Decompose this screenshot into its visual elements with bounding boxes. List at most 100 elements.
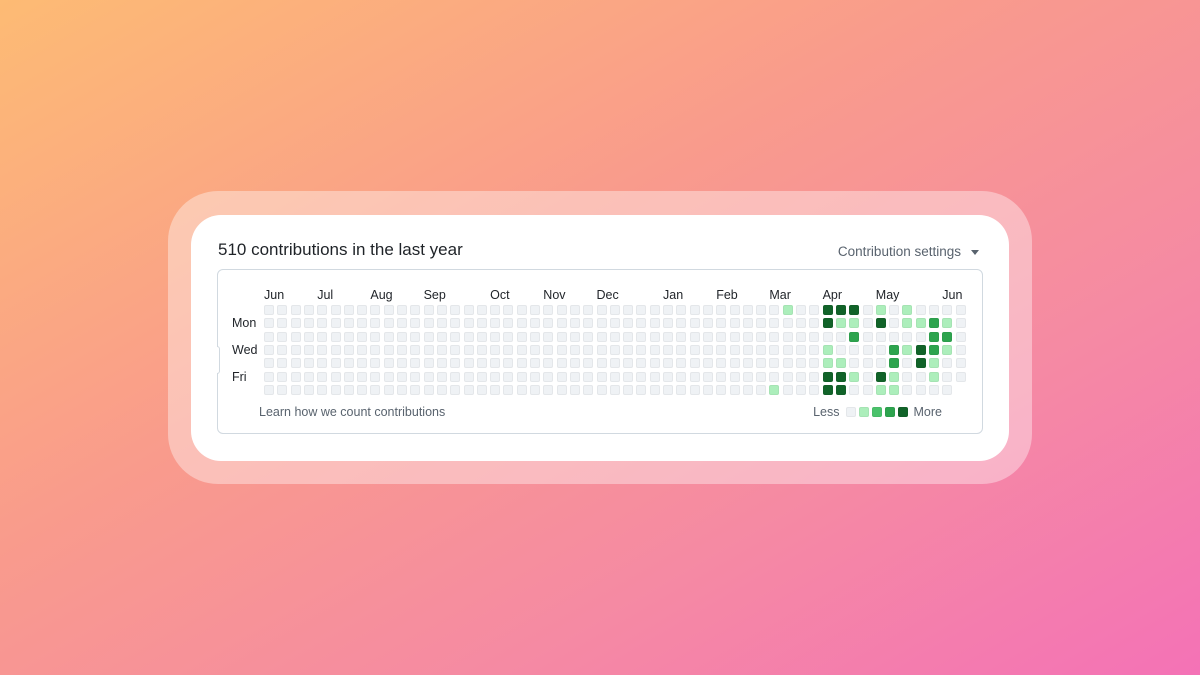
contribution-day-cell[interactable] [343,318,354,329]
contribution-day-cell[interactable] [463,305,474,315]
contribution-day-cell[interactable] [955,344,966,355]
contribution-day-cell[interactable] [663,344,673,355]
contribution-day-cell[interactable] [463,384,474,395]
contribution-day-cell[interactable] [942,318,953,329]
contribution-day-cell[interactable] [623,384,634,395]
contribution-day-cell[interactable] [264,344,274,355]
contribution-day-cell[interactable] [450,305,461,315]
contribution-day-cell[interactable] [490,318,501,329]
contribution-day-cell[interactable] [370,344,381,355]
contribution-day-cell[interactable] [849,318,860,329]
contribution-day-cell[interactable] [303,305,314,315]
contribution-day-cell[interactable] [370,305,381,315]
contribution-day-cell[interactable] [929,371,939,382]
contribution-day-cell[interactable] [330,318,341,329]
contribution-day-cell[interactable] [543,371,554,382]
contribution-day-cell[interactable] [942,305,953,315]
contribution-day-cell[interactable] [264,331,274,342]
contribution-day-cell[interactable] [450,358,461,369]
contribution-day-cell[interactable] [476,331,487,342]
contribution-day-cell[interactable] [277,371,288,382]
contribution-day-cell[interactable] [583,318,594,329]
contribution-day-cell[interactable] [543,344,554,355]
contribution-day-cell[interactable] [490,384,501,395]
contribution-day-cell[interactable] [915,358,926,369]
contribution-day-cell[interactable] [849,344,860,355]
contribution-day-cell[interactable] [583,305,594,315]
contribution-day-cell[interactable] [569,371,580,382]
contribution-day-cell[interactable] [702,318,713,329]
contribution-day-cell[interactable] [809,371,820,382]
contribution-day-cell[interactable] [889,344,900,355]
contribution-day-cell[interactable] [796,384,806,395]
contribution-day-cell[interactable] [902,318,913,329]
contribution-day-cell[interactable] [476,318,487,329]
contribution-day-cell[interactable] [702,358,713,369]
contribution-day-cell[interactable] [663,305,673,315]
learn-count-link[interactable]: Learn how we count contributions [259,405,446,419]
contribution-day-cell[interactable] [942,344,953,355]
contribution-settings-button[interactable]: Contribution settings [838,244,979,259]
contribution-day-cell[interactable] [516,371,527,382]
contribution-day-cell[interactable] [689,305,700,315]
contribution-day-cell[interactable] [929,305,939,315]
contribution-day-cell[interactable] [729,318,740,329]
contribution-day-cell[interactable] [357,384,368,395]
contribution-day-cell[interactable] [556,331,567,342]
contribution-day-cell[interactable] [796,358,806,369]
contribution-day-cell[interactable] [875,344,886,355]
contribution-day-cell[interactable] [822,384,833,395]
contribution-day-cell[interactable] [303,318,314,329]
contribution-day-cell[interactable] [782,331,793,342]
contribution-day-cell[interactable] [357,358,368,369]
contribution-day-cell[interactable] [410,384,421,395]
contribution-day-cell[interactable] [663,331,673,342]
contribution-day-cell[interactable] [290,358,301,369]
contribution-day-cell[interactable] [663,371,673,382]
contribution-day-cell[interactable] [476,344,487,355]
contribution-day-cell[interactable] [596,305,607,315]
contribution-day-cell[interactable] [556,344,567,355]
contribution-day-cell[interactable] [902,371,913,382]
contribution-day-cell[interactable] [543,318,554,329]
contribution-day-cell[interactable] [530,318,540,329]
contribution-day-cell[interactable] [742,305,753,315]
contribution-day-cell[interactable] [264,371,274,382]
contribution-day-cell[interactable] [423,318,434,329]
contribution-day-cell[interactable] [503,371,514,382]
contribution-day-cell[interactable] [370,371,381,382]
contribution-day-cell[interactable] [929,358,939,369]
contribution-day-cell[interactable] [264,358,274,369]
contribution-day-cell[interactable] [929,384,939,395]
contribution-day-cell[interactable] [463,371,474,382]
contribution-day-cell[interactable] [689,358,700,369]
contribution-day-cell[interactable] [663,358,673,369]
contribution-day-cell[interactable] [663,384,673,395]
contribution-day-cell[interactable] [609,371,620,382]
contribution-day-cell[interactable] [942,371,953,382]
contribution-day-cell[interactable] [822,358,833,369]
contribution-day-cell[interactable] [796,371,806,382]
contribution-day-cell[interactable] [397,344,407,355]
contribution-day-cell[interactable] [277,344,288,355]
contribution-day-cell[interactable] [862,384,873,395]
contribution-day-cell[interactable] [317,371,328,382]
contribution-day-cell[interactable] [702,371,713,382]
contribution-day-cell[interactable] [835,358,846,369]
contribution-day-cell[interactable] [436,358,447,369]
contribution-day-cell[interactable] [782,305,793,315]
contribution-day-cell[interactable] [756,371,767,382]
contribution-day-cell[interactable] [955,318,966,329]
contribution-day-cell[interactable] [875,318,886,329]
contribution-day-cell[interactable] [596,344,607,355]
contribution-day-cell[interactable] [716,318,727,329]
contribution-day-cell[interactable] [530,384,540,395]
contribution-day-cell[interactable] [769,331,780,342]
contribution-day-cell[interactable] [383,318,394,329]
contribution-day-cell[interactable] [277,384,288,395]
contribution-day-cell[interactable] [769,305,780,315]
contribution-day-cell[interactable] [357,344,368,355]
contribution-day-cell[interactable] [889,358,900,369]
contribution-day-cell[interactable] [516,358,527,369]
contribution-day-cell[interactable] [436,305,447,315]
